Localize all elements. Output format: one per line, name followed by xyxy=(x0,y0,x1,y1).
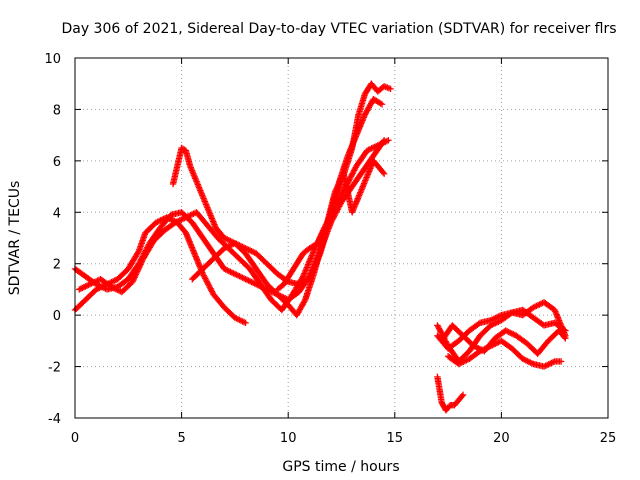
x-tick-label: 5 xyxy=(177,431,185,446)
y-axis-label: SDTVAR / TECUs xyxy=(7,181,23,296)
data-point xyxy=(137,261,144,268)
x-tick-label: 0 xyxy=(71,431,79,446)
y-tick-label: -4 xyxy=(48,412,61,427)
data-point xyxy=(134,249,142,256)
x-axis-label: GPS time / hours xyxy=(282,459,399,475)
data-point xyxy=(475,320,482,328)
data-point xyxy=(136,264,143,271)
data-points xyxy=(71,80,569,414)
y-tick-label: 2 xyxy=(53,258,61,273)
series-t10 xyxy=(444,337,565,370)
y-tick-label: 6 xyxy=(53,155,61,170)
data-point xyxy=(301,297,308,305)
data-point xyxy=(138,259,145,267)
data-point xyxy=(458,392,466,400)
plot-frame xyxy=(74,57,609,419)
series-t9 xyxy=(434,299,569,352)
data-point xyxy=(135,265,142,272)
y-tick-label: -2 xyxy=(48,361,61,376)
data-point xyxy=(377,100,384,107)
y-tick-label: 8 xyxy=(53,103,61,118)
data-point xyxy=(136,262,144,270)
data-point xyxy=(380,170,388,177)
data-point xyxy=(557,358,565,365)
data-point xyxy=(562,332,569,339)
chart-title: Day 306 of 2021, Sidereal Day-to-day VTE… xyxy=(61,21,616,37)
data-point xyxy=(385,137,392,144)
data-point xyxy=(132,271,140,278)
data-point xyxy=(129,278,136,285)
data-point xyxy=(132,272,139,280)
data-point xyxy=(130,277,137,284)
data-point xyxy=(387,85,394,93)
data-point xyxy=(459,391,467,399)
ticks: 0 5 10 15 20 25 -4 -2 0 2 4 6 8 10 xyxy=(44,52,616,446)
x-tick-label: 20 xyxy=(493,431,510,446)
x-tick-label: 25 xyxy=(600,431,617,446)
data-point xyxy=(378,101,386,108)
y-tick-label: 0 xyxy=(53,309,61,324)
data-point xyxy=(138,258,146,265)
data-point xyxy=(134,266,142,274)
data-point xyxy=(379,169,387,176)
x-tick-label: 10 xyxy=(280,431,297,446)
data-point xyxy=(242,319,249,327)
series-t6 xyxy=(274,157,388,293)
data-point xyxy=(130,275,138,283)
series-t11 xyxy=(434,373,467,414)
data-point xyxy=(131,274,138,281)
series-t5 xyxy=(189,95,386,319)
x-tick-label: 15 xyxy=(387,431,404,446)
y-tick-label: 10 xyxy=(44,52,61,67)
series-t4 xyxy=(169,80,394,288)
data-point xyxy=(134,268,141,275)
y-tick-label: 4 xyxy=(53,206,61,221)
data-point xyxy=(133,269,140,277)
